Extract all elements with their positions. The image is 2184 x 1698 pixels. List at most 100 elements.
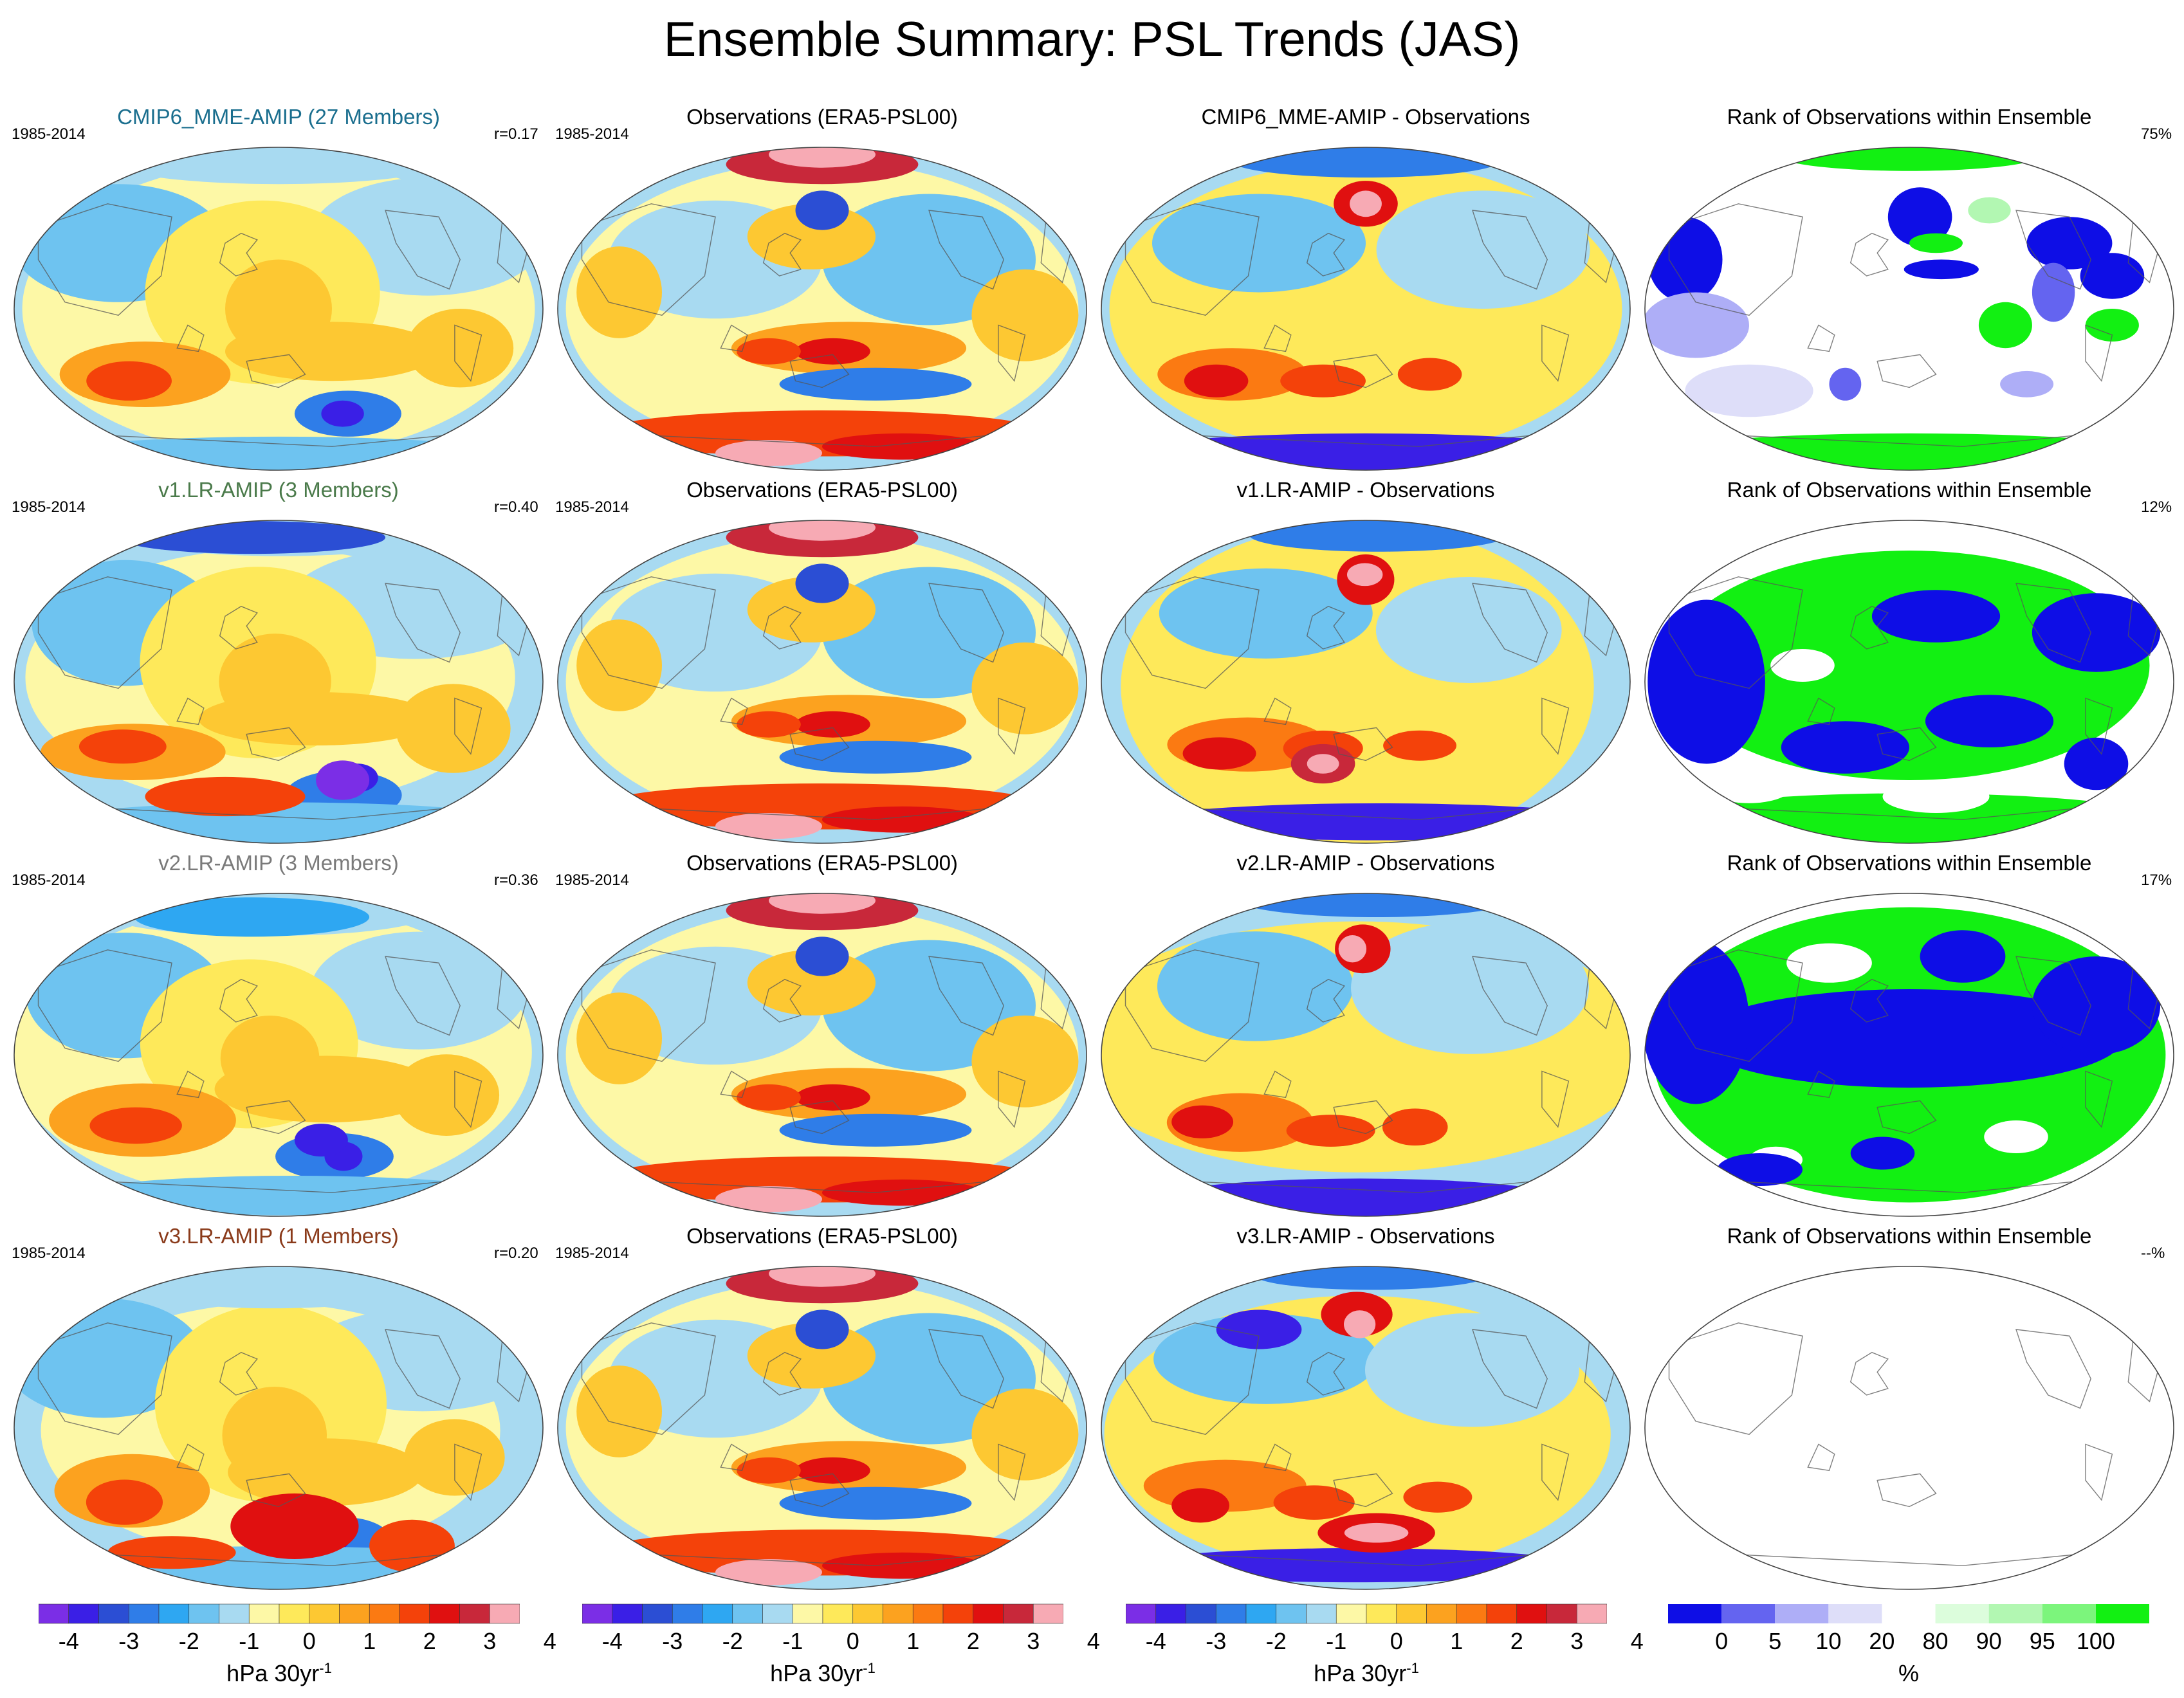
colorbar-swatch: [248, 1603, 280, 1624]
model-panel-title: CMIP6_MME-AMIP (27 Members): [117, 105, 440, 129]
rank-region: [1904, 259, 1979, 280]
rank-region: [2064, 737, 2129, 790]
units-exponent: -1: [863, 1660, 876, 1676]
contour-region: [1140, 803, 1617, 841]
contour-region: [1364, 1313, 1579, 1427]
colorbar-swatch: [792, 1603, 823, 1624]
contour-region: [230, 1493, 359, 1559]
obs-panel-title: Observations (ERA5-PSL00): [686, 851, 958, 875]
contour-region: [598, 783, 1047, 830]
colorbar-swatch: [489, 1603, 520, 1624]
trend-colorbar: [39, 1603, 520, 1624]
colorbar-swatch: [98, 1603, 129, 1624]
contour-region: [971, 269, 1079, 361]
rank-percent: 75%: [2141, 125, 2172, 143]
obs-trend-map: [557, 1266, 1087, 1590]
rank-region: [2000, 370, 2054, 397]
contour-region: [214, 1055, 437, 1123]
colorbar-swatch: [942, 1603, 974, 1624]
model-panel-title: v2.LR-AMIP (3 Members): [158, 851, 399, 875]
rank-region: [1685, 364, 1813, 417]
colorbar-swatch: [1935, 1604, 1989, 1623]
rank-percent: 12%: [2141, 498, 2172, 516]
colorbar-tick-label: -2: [1265, 1628, 1287, 1654]
contour-region: [737, 1457, 801, 1484]
colorbar-swatch: [1215, 1603, 1247, 1624]
obs-trend-map: [557, 520, 1087, 844]
figure-title: Ensemble Summary: PSL Trends (JAS): [663, 12, 1521, 67]
contour-region: [598, 1529, 1047, 1576]
colorbar-swatch: [762, 1603, 793, 1624]
pattern-correlation: r=0.17: [494, 125, 538, 143]
contour-region: [737, 711, 801, 738]
colorbar-swatch: [1003, 1603, 1034, 1624]
contour-region: [779, 740, 972, 774]
colorbar-swatch: [1486, 1603, 1518, 1624]
rank-region: [2080, 253, 2145, 299]
colorbar-tick-label: -3: [118, 1628, 140, 1654]
model-period: 1985-2014: [12, 125, 86, 143]
colorbar-tick-label: 100: [2076, 1628, 2115, 1654]
model-period: 1985-2014: [12, 872, 86, 889]
model-period: 1985-2014: [12, 498, 86, 516]
rank-panel-title: Rank of Observations within Ensemble: [1727, 851, 2092, 875]
obs-period: 1985-2014: [555, 872, 629, 889]
contour-region: [316, 760, 370, 800]
contour-region: [1237, 893, 1515, 918]
colorbar-tick-label: 4: [1087, 1628, 1100, 1654]
obs-period: 1985-2014: [555, 498, 629, 516]
contour-region: [294, 1124, 348, 1157]
colorbar-tick-label: 2: [966, 1628, 980, 1654]
contour-region: [1344, 1310, 1376, 1338]
colorbar-tick-label: 90: [1976, 1628, 2002, 1654]
rank-region: [1887, 187, 1952, 247]
colorbar-tick-label: 1: [1450, 1628, 1464, 1654]
contour-region: [1171, 1105, 1234, 1138]
contour-region: [1125, 433, 1606, 470]
colorbar-tick-label: -2: [722, 1628, 743, 1654]
contour-region: [1286, 1115, 1375, 1147]
colorbar-tick-label: 2: [423, 1628, 436, 1654]
contour-region: [715, 440, 822, 466]
contour-region: [228, 1438, 424, 1506]
contour-region: [369, 1519, 455, 1573]
contour-region: [1182, 737, 1256, 770]
units-text: hPa 30yr: [226, 1660, 320, 1686]
diff-trend-map: [1101, 520, 1631, 844]
rank-map: [1644, 893, 2174, 1217]
colorbar-tick-label: 3: [1570, 1628, 1584, 1654]
contour-region: [1232, 147, 1500, 178]
rank-map: [1644, 147, 2174, 471]
contour-region: [1346, 563, 1383, 587]
diff-trend-map: [1101, 893, 1631, 1217]
contour-region: [225, 322, 439, 381]
contour-region: [1184, 364, 1249, 397]
colorbar-tick-label: 3: [483, 1628, 497, 1654]
model-panel-title: v3.LR-AMIP (1 Members): [158, 1224, 399, 1248]
colorbar-swatch: [1828, 1604, 1882, 1623]
colorbar-swatch: [2095, 1604, 2149, 1623]
contour-region: [1216, 1310, 1302, 1349]
colorbar-tick-label: -4: [1145, 1628, 1166, 1654]
contour-region: [310, 931, 527, 1050]
colorbar-swatch: [219, 1603, 250, 1624]
units-text: hPa 30yr: [1314, 1660, 1407, 1686]
contour-region: [779, 1113, 972, 1147]
rank-region: [1909, 233, 1963, 253]
rank-percent: 17%: [2141, 872, 2172, 889]
diff-panel-title: CMIP6_MME-AMIP - Observations: [1201, 105, 1530, 129]
colorbar-units: hPa 30yr-1: [770, 1660, 876, 1687]
contour-region: [118, 147, 439, 185]
obs-trend-map: [557, 147, 1087, 471]
colorbar-units: hPa 30yr-1: [1314, 1660, 1419, 1687]
contour-region: [715, 1559, 822, 1585]
colorbar-swatch: [852, 1603, 883, 1624]
rank-region: [1706, 770, 1792, 803]
contour-region: [1307, 754, 1339, 774]
contour-region: [1249, 520, 1508, 552]
colorbar-swatch: [1668, 1604, 1722, 1623]
colorbar-swatch: [1576, 1603, 1607, 1624]
rank-region: [1717, 1153, 1803, 1186]
colorbar-swatch: [399, 1603, 430, 1624]
colorbar-swatch: [2042, 1604, 2096, 1623]
